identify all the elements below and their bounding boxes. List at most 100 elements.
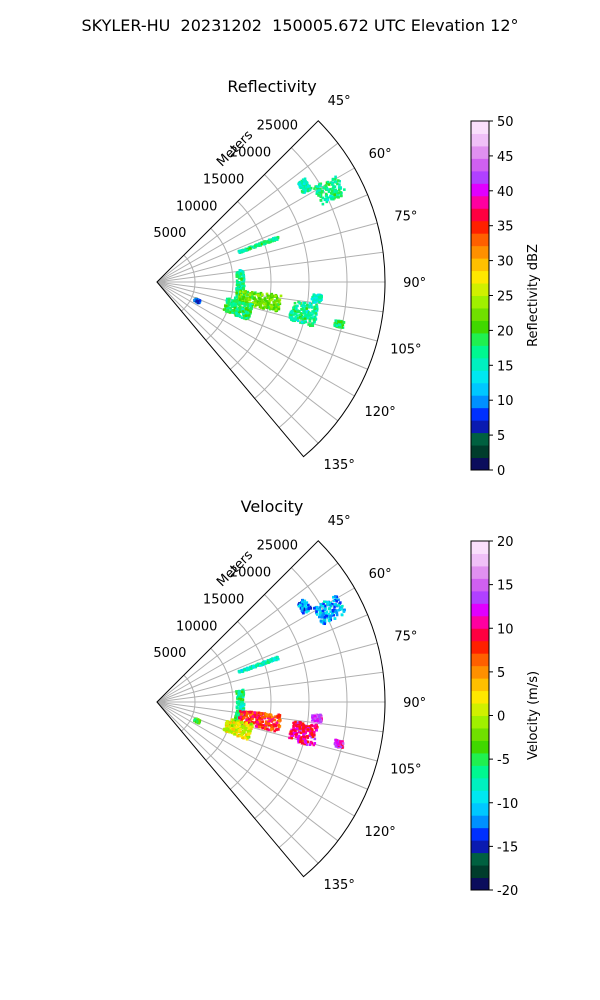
radar-gate (232, 726, 236, 729)
radar-gate (338, 325, 342, 329)
radar-gate (322, 612, 325, 616)
radar-gate (240, 306, 243, 309)
radar-gate (265, 306, 269, 310)
radar-gate (306, 309, 310, 313)
radar-gate (268, 294, 272, 298)
radar-gate (323, 607, 326, 611)
radar-gate (290, 311, 294, 315)
range-ring (229, 621, 272, 790)
radar-gate (313, 296, 316, 300)
radar-gate (238, 298, 242, 301)
radar-gate (240, 711, 243, 714)
radar-gate (326, 198, 330, 202)
radar-gate (338, 608, 342, 611)
radar-gate (340, 320, 343, 324)
colorbar-segment (471, 553, 489, 567)
radar-gate (328, 619, 331, 623)
colorbar-tick-label: 10 (497, 394, 514, 409)
colorbar-tick-label: 20 (497, 535, 514, 550)
radar-gate (252, 292, 256, 295)
radar-gate (236, 275, 240, 278)
radar-gate (244, 302, 248, 306)
radar-gate (245, 711, 249, 715)
radar-gate (312, 731, 316, 734)
radar-gate (243, 723, 247, 726)
radar-gate (247, 726, 251, 730)
radar-gate (278, 724, 282, 728)
radar-gate (266, 240, 269, 244)
radar-gate (246, 311, 249, 315)
radar-gate (309, 186, 313, 190)
radar-gate (251, 301, 255, 305)
radar-gate (254, 292, 258, 296)
radar-gate (233, 728, 236, 731)
radar-gate (320, 295, 323, 298)
radar-gate (272, 306, 276, 310)
radar-gate (261, 293, 264, 296)
radial-tick-label: 15000 (203, 172, 244, 187)
radar-gate (240, 734, 244, 738)
radar-gate (343, 608, 346, 612)
radar-gate (242, 736, 245, 740)
radar-gate (315, 610, 318, 613)
panel-title: Reflectivity (227, 77, 316, 96)
radar-gate (238, 308, 241, 312)
radar-gate (299, 607, 303, 610)
radar-gate (334, 190, 338, 194)
radar-gate (230, 309, 234, 312)
radar-gate (335, 319, 339, 323)
radar-gate (298, 728, 302, 732)
radar-gate (322, 602, 325, 606)
radar-gate (277, 723, 281, 727)
panel-reflectivity: Reflectivity45°60°75°90°105°120°135°5000… (153, 77, 541, 479)
radar-gate (319, 713, 322, 717)
radar-gate (230, 730, 233, 734)
radar-gate (273, 729, 276, 733)
colorbar-segment (471, 320, 489, 334)
radar-gate (303, 309, 306, 313)
radar-gate (333, 185, 337, 188)
radar-gate (292, 306, 295, 310)
radar-gate (291, 731, 295, 735)
radar-gate (244, 726, 247, 730)
radar-gate (329, 610, 332, 613)
colorbar-segment (471, 208, 489, 222)
colorbar-segment (471, 133, 489, 147)
radar-gate (294, 309, 298, 313)
radar-gate (319, 602, 323, 606)
colorbar-segment (471, 827, 489, 841)
radar-gate (241, 272, 245, 276)
radar-gate (334, 738, 337, 742)
radar-gate (313, 306, 317, 310)
radar-gate (256, 721, 259, 724)
radar-gate (247, 717, 251, 721)
radar-gate (335, 611, 339, 615)
radar-gate (304, 741, 308, 745)
radar-gate (319, 184, 322, 187)
radar-gate (315, 611, 318, 615)
radar-gate (306, 184, 310, 188)
radar-gate (326, 187, 329, 191)
radar-gate (232, 721, 236, 724)
radar-gate (267, 301, 270, 305)
radial-tick-label: 10000 (176, 619, 217, 634)
radar-gate (319, 611, 323, 615)
radar-gate (230, 305, 234, 308)
radar-gate (240, 712, 244, 716)
radar-gate (269, 307, 272, 311)
radar-gate (329, 615, 332, 618)
radar-gate (301, 607, 304, 610)
radar-gate (311, 718, 315, 722)
radar-gate (302, 732, 305, 736)
radar-gate (295, 314, 299, 317)
radar-gate (196, 301, 200, 305)
radar-gate (276, 303, 280, 306)
range-ring (254, 174, 310, 399)
radar-gate (242, 707, 246, 710)
radar-gate (294, 307, 298, 311)
radar-gate (323, 198, 327, 202)
colorbar-segment (471, 665, 489, 679)
radar-gate (235, 291, 238, 295)
radar-gate (269, 298, 273, 302)
radar-gate (308, 317, 312, 320)
